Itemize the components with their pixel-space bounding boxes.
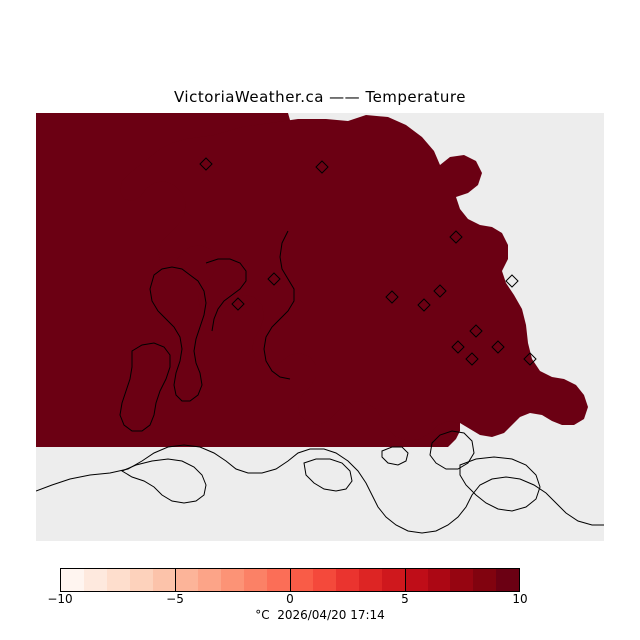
colorbar[interactable]: [60, 568, 520, 592]
colorbar-swatch: [198, 569, 222, 591]
colorbar-swatch: [244, 569, 268, 591]
station-marker: [449, 230, 463, 244]
colorbar-swatch: [381, 569, 405, 591]
colorbar-swatch: [221, 569, 245, 591]
colorbar-swatch: [83, 569, 107, 591]
station-marker: [523, 352, 537, 366]
page-title: VictoriaWeather.ca —— Temperature: [174, 88, 466, 106]
colorbar-swatch: [496, 569, 520, 591]
map-panel[interactable]: [36, 113, 604, 541]
island-outline-north: [149, 266, 207, 402]
island-outline-northeast: [205, 258, 247, 332]
field-northeast-lobe: [120, 115, 588, 441]
southern-coastline-layer: [36, 444, 604, 534]
station-marker: [417, 298, 431, 312]
south-coast-peninsula-east: [459, 456, 541, 512]
station-marker: [199, 157, 213, 171]
station-marker: [231, 297, 245, 311]
colorbar-swatch: [129, 569, 153, 591]
station-marker: [505, 274, 519, 288]
station-marker: [385, 290, 399, 304]
station-marker: [315, 160, 329, 174]
colorbar-swatch: [175, 569, 199, 591]
colorbar-tick-label: −5: [166, 592, 184, 606]
south-coast-inner-bay: [120, 458, 207, 504]
colorbar-caption: °C 2026/04/20 17:14: [255, 608, 385, 622]
coast-channel-west: [263, 230, 295, 380]
colorbar-swatch: [358, 569, 382, 591]
colorbar-gradient[interactable]: [60, 568, 520, 592]
station-marker: [433, 284, 447, 298]
station-marker: [451, 340, 465, 354]
colorbar-swatch: [427, 569, 451, 591]
colorbar-swatch: [312, 569, 336, 591]
coastline-layer: [119, 230, 475, 492]
south-coast-small-island: [381, 446, 409, 466]
colorbar-swatch: [152, 569, 176, 591]
colorbar-tick-label: 10: [512, 592, 528, 606]
colorbar-swatch: [290, 569, 313, 591]
colorbar-tick-labels: −10 −5 0 5 10: [47, 592, 527, 608]
colorbar-swatch: [473, 569, 497, 591]
colorbar-tick-label: −10: [47, 592, 73, 606]
south-coast-main: [36, 444, 604, 534]
island-outline-west: [119, 342, 171, 432]
colorbar-swatch: [267, 569, 291, 591]
colorbar-tick-label: 0: [286, 592, 294, 606]
colorbar-swatch: [450, 569, 474, 591]
station-marker-layer: [199, 157, 537, 366]
coast-southeast-peninsula: [429, 430, 475, 470]
colorbar-tick-label: 5: [401, 592, 409, 606]
station-marker: [469, 324, 483, 338]
station-marker: [465, 352, 479, 366]
colorbar-swatch: [61, 569, 84, 591]
temperature-field-extensions: [120, 115, 588, 441]
map-canvas[interactable]: [36, 113, 604, 541]
station-marker: [267, 272, 281, 286]
coast-south-inlet: [303, 458, 353, 492]
colorbar-swatch: [335, 569, 359, 591]
colorbar-swatch: [106, 569, 130, 591]
colorbar-swatch: [404, 569, 428, 591]
station-marker: [491, 340, 505, 354]
